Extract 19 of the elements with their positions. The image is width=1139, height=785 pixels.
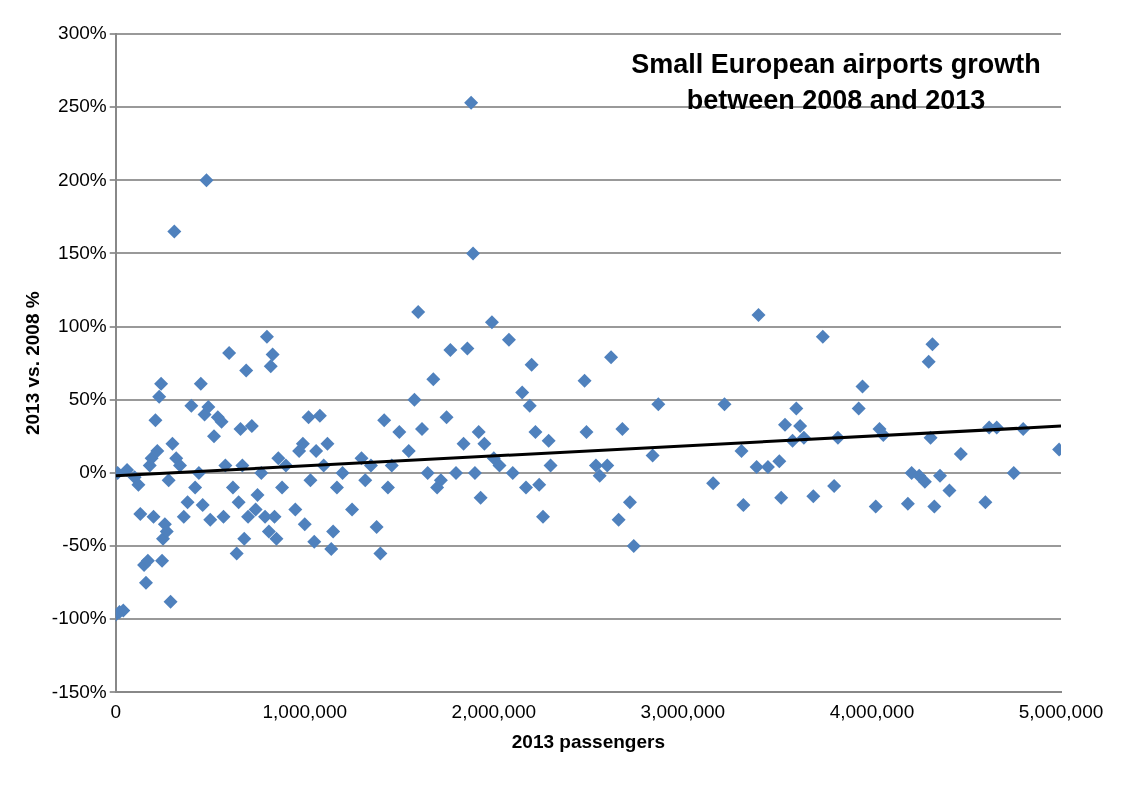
y-tick-label: -150% [51, 680, 107, 702]
x-tick-label: 1,000,000 [262, 701, 348, 723]
y-tick-label: 150% [58, 241, 107, 263]
x-tick-label: 2,000,000 [451, 701, 537, 723]
y-tick-label: 300% [58, 22, 107, 44]
y-tick-label: 100% [58, 314, 107, 336]
y-tick-label: 0% [79, 461, 107, 483]
x-tick-label: 3,000,000 [640, 701, 726, 723]
y-axis-title: 2013 vs. 2008 % [21, 291, 43, 436]
x-tick-label: 5,000,000 [1018, 701, 1104, 723]
y-tick-label: 50% [68, 388, 107, 410]
text: Small European airports growth between 2008 and 2013 [631, 48, 1041, 115]
x-axis-title: 2013 passengers [511, 730, 665, 752]
x-tick-label: 4,000,000 [829, 701, 915, 723]
y-tick-label: -50% [62, 534, 107, 556]
y-tick-label: 250% [58, 95, 107, 117]
x-tick-label: 0 [110, 701, 122, 723]
y-tick-label: -100% [51, 607, 107, 629]
y-tick-label: 200% [58, 168, 107, 190]
